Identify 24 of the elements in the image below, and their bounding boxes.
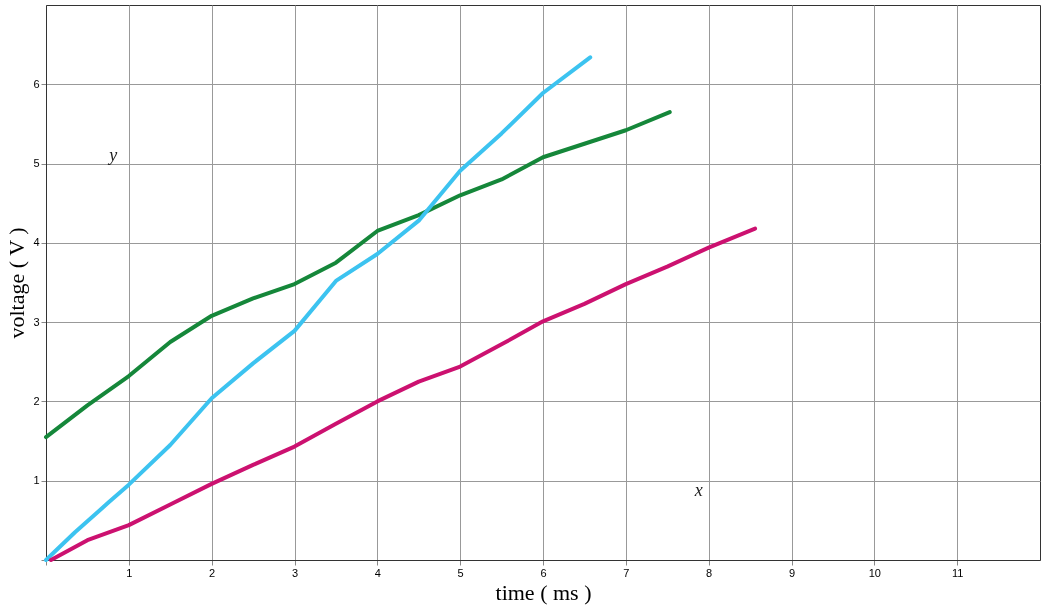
x-tick-label: 5 — [457, 566, 464, 579]
x-tick-label: 8 — [706, 566, 713, 579]
x-tick-label: 2 — [209, 566, 216, 579]
y-axis-title: voltage ( V ) — [4, 227, 30, 339]
line-series — [44, 110, 672, 440]
x-tick-label: 1 — [126, 566, 133, 579]
line-series — [44, 55, 593, 562]
y-tick-label: 2 — [33, 394, 40, 407]
x-tick-label: 11 — [951, 566, 964, 579]
y-tick-label: 3 — [33, 315, 40, 328]
x-tick-label: 9 — [788, 566, 796, 579]
annotation: x — [693, 480, 703, 500]
x-tick-label: 7 — [623, 566, 630, 579]
line-series — [48, 226, 758, 562]
annotation: y — [107, 145, 118, 166]
y-tick-label: 4 — [33, 236, 40, 249]
y-tick-label: 1 — [33, 474, 40, 487]
x-axis-title: time ( ms ) — [495, 579, 592, 605]
x-tick-label: 3 — [291, 566, 299, 579]
y-tick-label: 5 — [33, 157, 40, 170]
x-tick-label: 6 — [540, 566, 547, 579]
x-tick-label: 4 — [374, 566, 381, 579]
x-tick-label: 10 — [868, 566, 881, 579]
y-tick-label: 6 — [33, 77, 40, 90]
